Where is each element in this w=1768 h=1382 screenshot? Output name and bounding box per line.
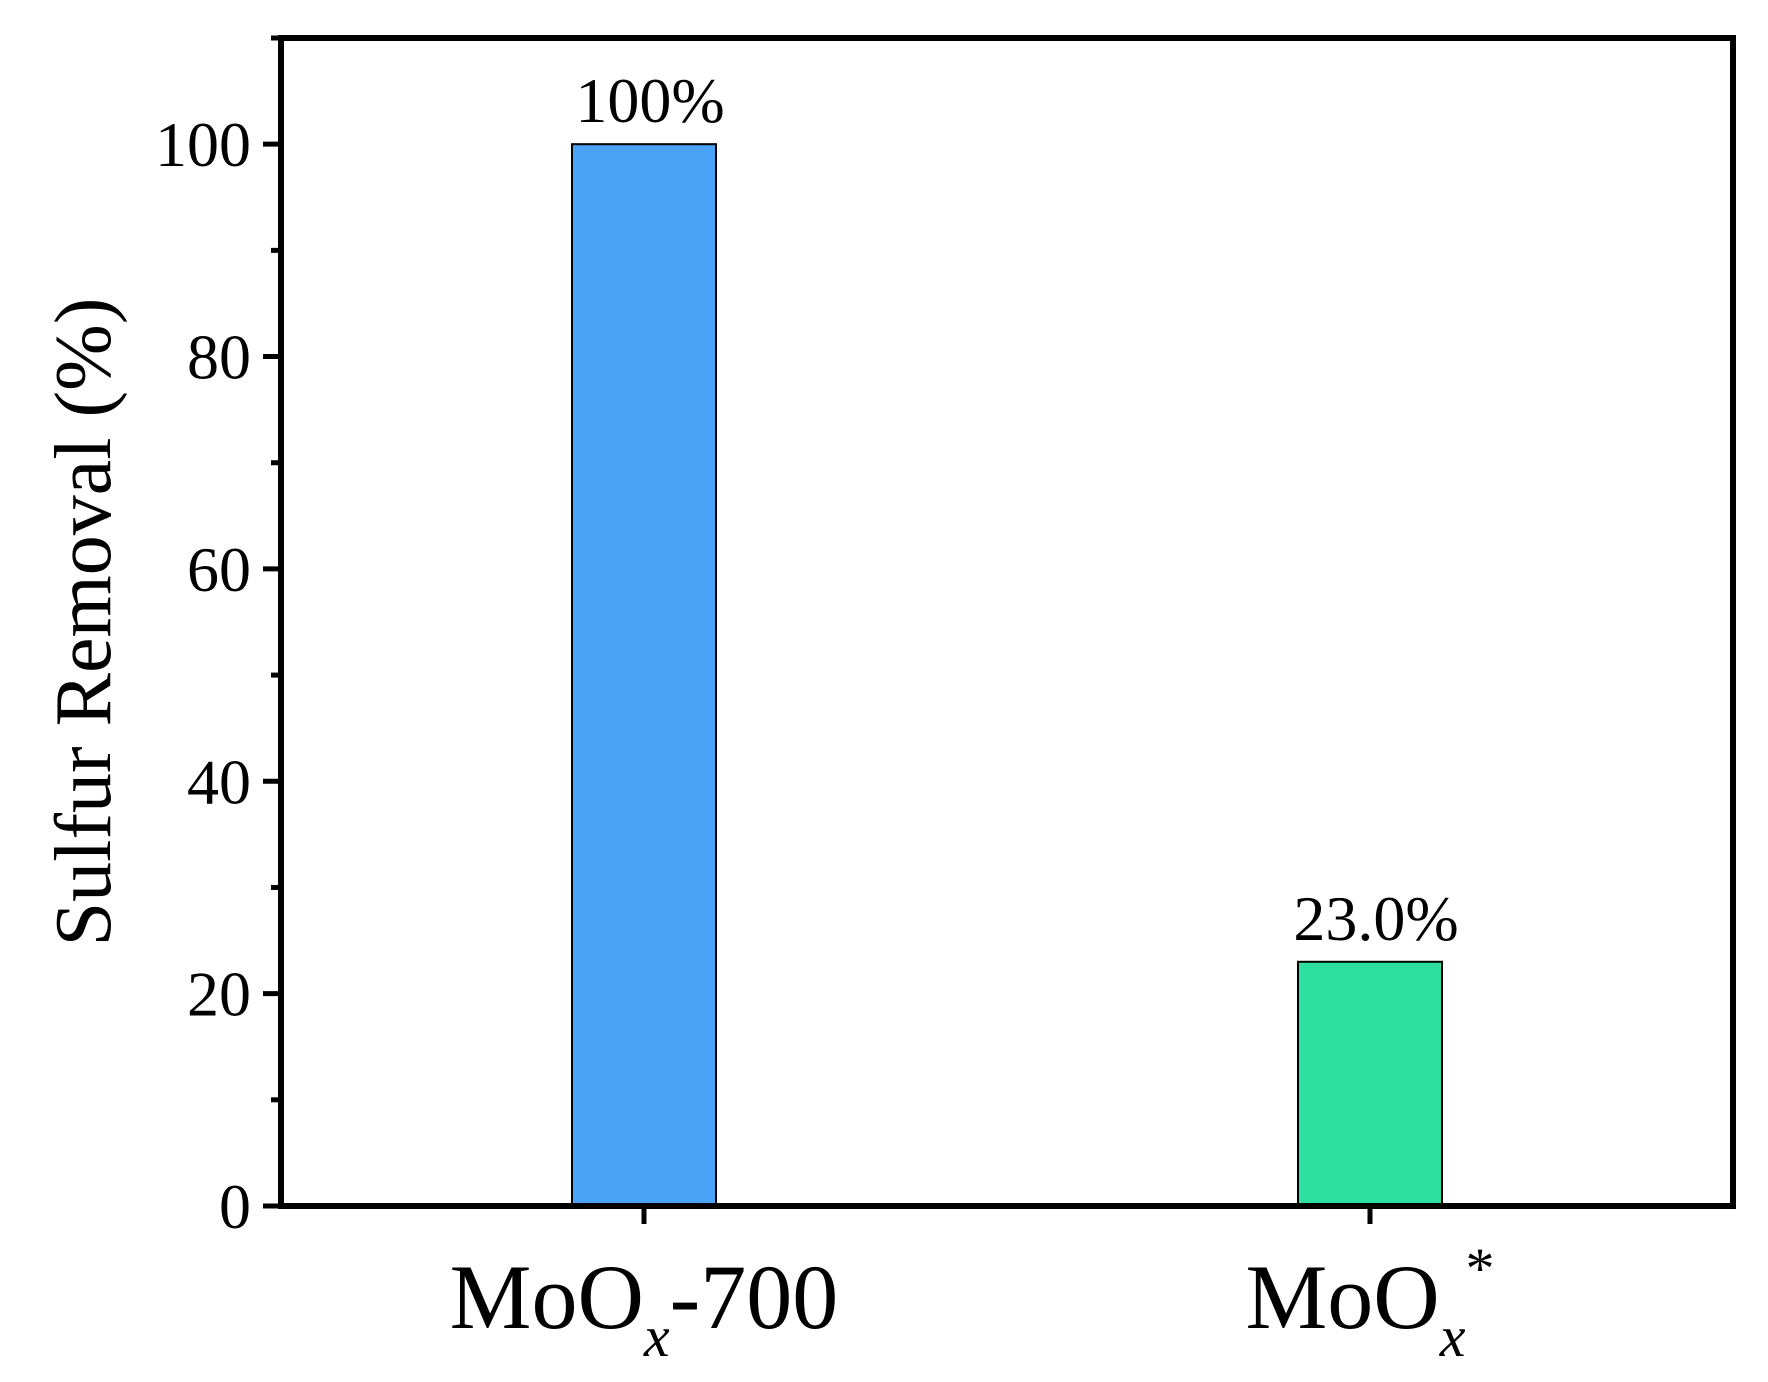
bar: [1297, 960, 1443, 1207]
data-labels: 100% 23.0%: [575, 65, 1458, 954]
y-tick-label: 100: [155, 109, 251, 180]
data-label: 23.0%: [1293, 883, 1458, 954]
y-axis-title: Sulfur Removal (%): [40, 298, 128, 947]
y-tick-label: 80: [187, 322, 251, 393]
y-tick-label: 40: [187, 746, 251, 817]
y-tick-label: 0: [219, 1171, 251, 1242]
x-tick-label: MoOx-700: [450, 1246, 839, 1369]
y-tick-label: 60: [187, 534, 251, 605]
data-label: 100%: [575, 65, 724, 136]
bar: [571, 143, 717, 1208]
x-tick-label: MoOx*: [1246, 1236, 1495, 1369]
x-axis-ticks: MoOx-700 MoOx*: [450, 1206, 1495, 1369]
plot-frame: [278, 35, 1736, 1209]
y-tick-label: 20: [187, 959, 251, 1030]
y-axis-ticks: 0 20 40 60 80 100: [155, 35, 281, 1242]
bars: [571, 143, 1443, 1208]
